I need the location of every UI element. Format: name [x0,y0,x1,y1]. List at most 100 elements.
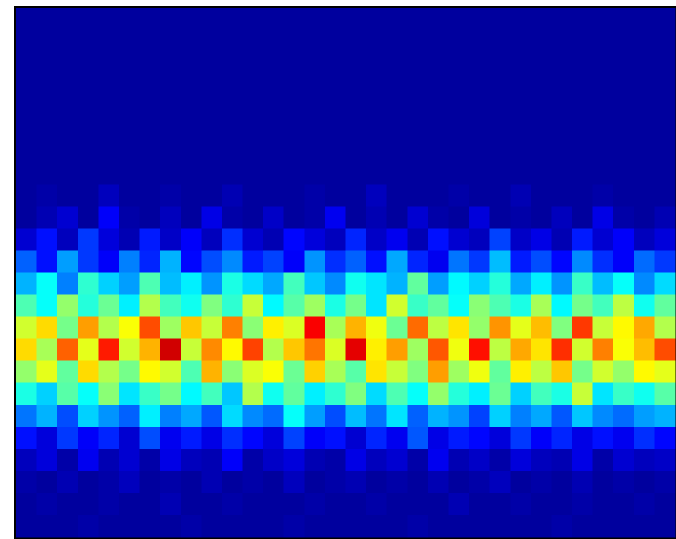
heatmap-cell [490,493,511,516]
heatmap-cell [222,206,243,229]
heatmap-cell [304,228,325,251]
heatmap-cell [593,228,614,251]
heatmap-cell [222,449,243,472]
heatmap-cell [325,405,346,428]
heatmap-cell [243,96,264,119]
heatmap-cell [593,206,614,229]
heatmap-cell [37,493,58,516]
heatmap-cell [634,471,655,494]
heatmap-cell [201,317,222,340]
heatmap-cell [181,493,202,516]
heatmap-cell [284,471,305,494]
heatmap-cell [469,427,490,450]
heatmap-cell [78,206,99,229]
heatmap-cell [284,339,305,362]
heatmap-cell [98,295,119,318]
heatmap-cell [366,493,387,516]
heatmap-cell [325,273,346,296]
heatmap-cell [37,427,58,450]
heatmap-cell [366,515,387,538]
heatmap-cell [613,273,634,296]
heatmap-cell [78,30,99,53]
heatmap-cell [243,317,264,340]
heatmap-cell [16,96,37,119]
heatmap-cell [613,405,634,428]
heatmap-cell [304,162,325,185]
heatmap-cell [490,383,511,406]
heatmap-cell [16,118,37,141]
heatmap-cell [119,515,140,538]
heatmap-cell [510,162,531,185]
heatmap-cell [119,383,140,406]
heatmap-cell [119,96,140,119]
heatmap-cell [201,339,222,362]
heatmap-cell [57,317,78,340]
heatmap-cell [181,206,202,229]
heatmap-cell [387,96,408,119]
heatmap-cell [119,449,140,472]
heatmap-cell [593,295,614,318]
heatmap-cell [160,228,181,251]
heatmap-cell [57,8,78,31]
heatmap-cell [222,383,243,406]
heatmap-cell [181,118,202,141]
heatmap-cell [469,140,490,163]
heatmap-cell [181,184,202,207]
heatmap-cell [428,405,449,428]
heatmap-cell [160,30,181,53]
heatmap-cell [263,383,284,406]
heatmap-cell [366,295,387,318]
heatmap-cell [304,96,325,119]
heatmap-cell [140,140,161,163]
heatmap-cell [201,96,222,119]
heatmap-cell [16,515,37,538]
heatmap-cell [387,184,408,207]
heatmap-cell [78,317,99,340]
heatmap-cell [387,8,408,31]
heatmap-cell [16,52,37,75]
heatmap-cell [551,8,572,31]
heatmap-cell [469,96,490,119]
heatmap-cell [428,74,449,97]
heatmap-cell [78,250,99,273]
heatmap-cell [222,30,243,53]
heatmap-cell [57,162,78,185]
heatmap-cell [181,427,202,450]
heatmap-cell [222,74,243,97]
heatmap-cell [263,449,284,472]
heatmap-cell [490,206,511,229]
heatmap-cell [181,30,202,53]
heatmap-cell [510,361,531,384]
heatmap-cell [654,206,675,229]
heatmap-cell [325,30,346,53]
heatmap-cell [613,449,634,472]
heatmap-cell [428,184,449,207]
heatmap-cell [284,449,305,472]
heatmap-cell [284,427,305,450]
heatmap-cell [98,30,119,53]
heatmap-cell [243,250,264,273]
heatmap-cell [593,74,614,97]
heatmap-cell [181,361,202,384]
heatmap-cell [263,228,284,251]
heatmap-cell [98,52,119,75]
heatmap-cell [593,118,614,141]
heatmap-cell [201,493,222,516]
heatmap-cell [469,405,490,428]
heatmap-cell [654,339,675,362]
heatmap-cell [201,228,222,251]
heatmap-cell [551,515,572,538]
heatmap-cell [387,52,408,75]
heatmap-cell [448,52,469,75]
heatmap-cell [160,383,181,406]
heatmap-cell [160,140,181,163]
heatmap-cell [304,317,325,340]
heatmap-cell [428,206,449,229]
heatmap-cell [140,8,161,31]
heatmap-cell [593,405,614,428]
heatmap-cell [366,383,387,406]
heatmap-cell [346,96,367,119]
heatmap-cell [387,74,408,97]
heatmap-cell [37,449,58,472]
heatmap-cell [263,52,284,75]
